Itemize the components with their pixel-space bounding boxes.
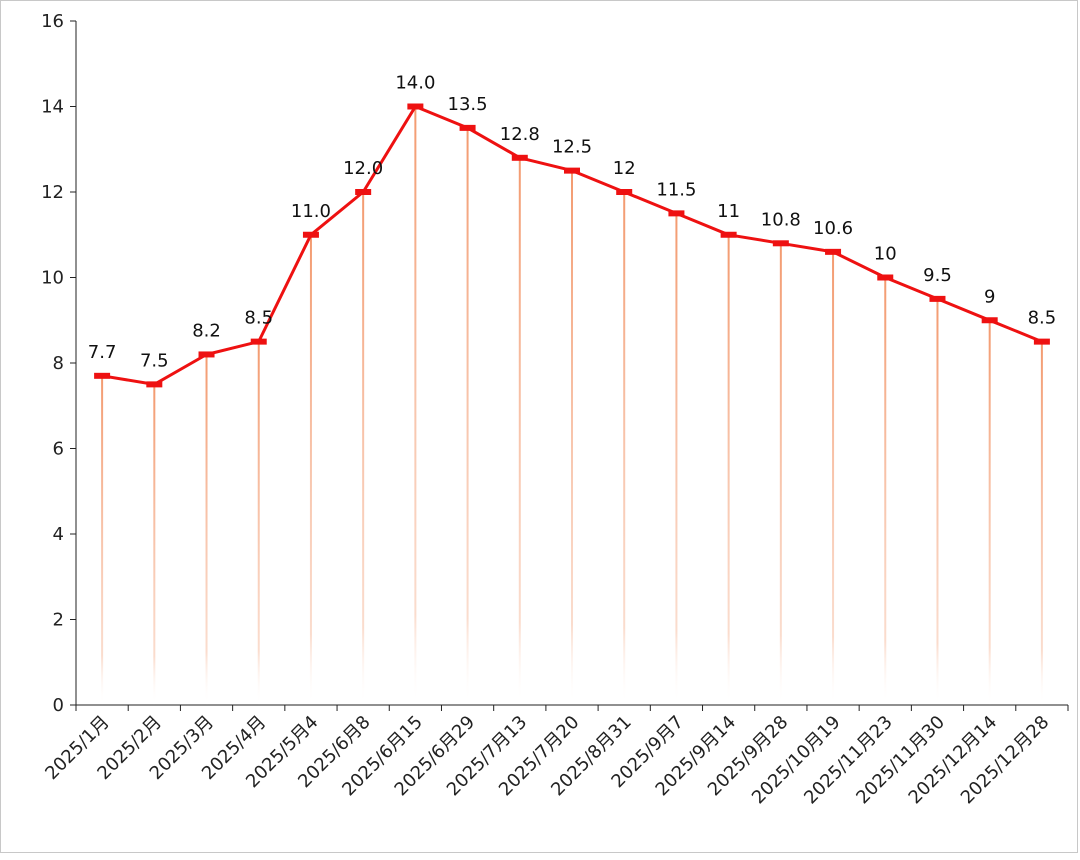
drop-line [205, 354, 208, 705]
drop-line [779, 243, 782, 706]
data-label: 7.5 [140, 350, 169, 371]
data-label: 8.5 [1028, 308, 1057, 329]
data-label: 14.0 [395, 73, 435, 94]
data-label: 8.5 [244, 308, 273, 329]
drop-line [257, 341, 260, 705]
drop-line [153, 384, 156, 705]
data-label: 12.8 [500, 124, 540, 145]
drop-line [623, 192, 626, 705]
data-label: 12.0 [343, 158, 383, 179]
drop-line [832, 251, 835, 705]
data-point [720, 231, 737, 238]
data-point [929, 295, 946, 302]
drop-line [988, 320, 991, 705]
data-labels: 7.7 7.5 8.2 8.5 11.0 12.0 14.0 13.5 12.8 12.5 12 11… [88, 73, 1056, 372]
y-tick-label: 12 [41, 182, 64, 203]
y-tick-label: 8 [53, 353, 64, 374]
markers [94, 103, 1050, 388]
drop-line [518, 157, 521, 706]
data-label: 10.6 [813, 218, 853, 239]
data-point [825, 248, 842, 255]
data-point [564, 167, 580, 174]
data-label: 10 [874, 244, 897, 265]
y-tick-label: 2 [53, 610, 64, 631]
data-point [94, 372, 111, 379]
data-point [250, 338, 267, 345]
data-label: 12 [613, 158, 636, 179]
data-point [511, 154, 528, 161]
drop-line [1040, 341, 1043, 705]
y-tick-label: 16 [41, 11, 64, 32]
y-axis: 0 2 4 6 8 10 12 14 16 [41, 11, 77, 716]
data-point [1033, 338, 1050, 345]
x-axis: 2025/1月2025/2月2025/3月2025/4月2025/5月42025… [41, 704, 1069, 808]
data-point [407, 103, 424, 110]
data-label: 10.8 [761, 209, 801, 230]
y-tick-label: 4 [53, 524, 64, 545]
y-tick-label: 14 [41, 97, 64, 118]
data-point [355, 189, 372, 195]
drop-line [101, 375, 104, 705]
data-label: 11.5 [656, 179, 696, 200]
drop-line [362, 192, 365, 705]
drop-line [936, 298, 939, 705]
data-point [198, 351, 215, 358]
data-label: 12.5 [552, 137, 592, 158]
data-point [459, 124, 476, 131]
y-tick-label: 6 [53, 439, 64, 460]
data-label: 8.2 [192, 320, 221, 341]
drop-line [466, 127, 469, 705]
drop-line [884, 277, 887, 705]
data-point [877, 274, 894, 281]
data-label: 13.5 [448, 94, 488, 115]
data-label: 9 [984, 286, 995, 307]
y-tick-label: 10 [41, 268, 64, 289]
data-label: 7.7 [88, 342, 117, 363]
drop-line [675, 213, 678, 705]
drop-line [727, 234, 730, 705]
data-label: 9.5 [923, 265, 952, 286]
data-point [981, 317, 998, 324]
data-point [146, 381, 163, 388]
data-point [302, 231, 319, 238]
y-tick-label: 0 [53, 695, 64, 716]
data-point [772, 240, 789, 247]
data-label: 11.0 [291, 201, 331, 222]
drop-line [309, 234, 312, 705]
data-label: 11 [717, 201, 740, 222]
data-point [668, 210, 685, 217]
drop-line [571, 170, 573, 705]
data-point [616, 189, 633, 195]
drop-line [414, 106, 417, 705]
drop-lines [101, 106, 1043, 706]
